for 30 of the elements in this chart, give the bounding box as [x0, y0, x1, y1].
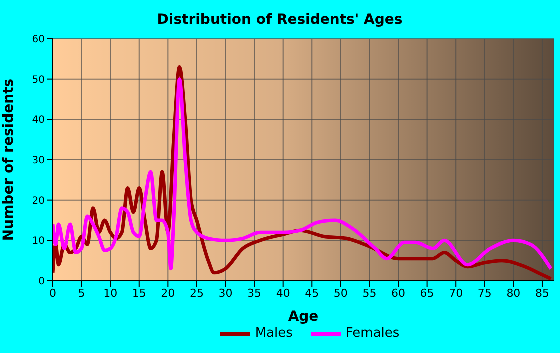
x-tick-label: 85 — [535, 286, 550, 300]
x-tick-label: 45 — [305, 286, 320, 300]
x-tick-label: 5 — [78, 286, 86, 300]
x-tick-label: 40 — [276, 286, 290, 300]
y-axis-title: Number of residents — [0, 78, 17, 242]
x-tick-label: 25 — [190, 286, 204, 300]
y-tick-label: 40 — [32, 115, 45, 126]
y-tick-label: 20 — [32, 196, 45, 207]
x-tick-label: 55 — [362, 286, 377, 300]
legend-label: Males — [255, 326, 293, 341]
y-tick-label: 10 — [32, 236, 45, 248]
x-tick-label: 15 — [132, 286, 146, 300]
x-tick-label: 20 — [161, 286, 176, 300]
y-tick-label: 30 — [32, 156, 45, 167]
x-tick-label: 30 — [218, 286, 233, 300]
x-tick-label: 35 — [248, 286, 262, 300]
x-tick-label: 80 — [506, 286, 521, 300]
x-tick-label: 70 — [449, 286, 464, 300]
y-tick-label: 0 — [38, 276, 45, 288]
x-axis-title: Age — [288, 309, 319, 325]
x-tick-label: 65 — [420, 286, 434, 300]
x-tick-label: 60 — [392, 286, 406, 300]
y-tick-label: 60 — [32, 34, 45, 46]
legend-label: Females — [346, 326, 400, 341]
x-tick-label: 75 — [478, 286, 492, 300]
x-tick-label: 10 — [104, 286, 118, 300]
chart-title: Distribution of Residents' Ages — [156, 11, 404, 30]
x-tick-label: 50 — [334, 286, 348, 300]
x-tick-label: 0 — [50, 286, 56, 300]
y-tick-label: 50 — [32, 74, 45, 86]
